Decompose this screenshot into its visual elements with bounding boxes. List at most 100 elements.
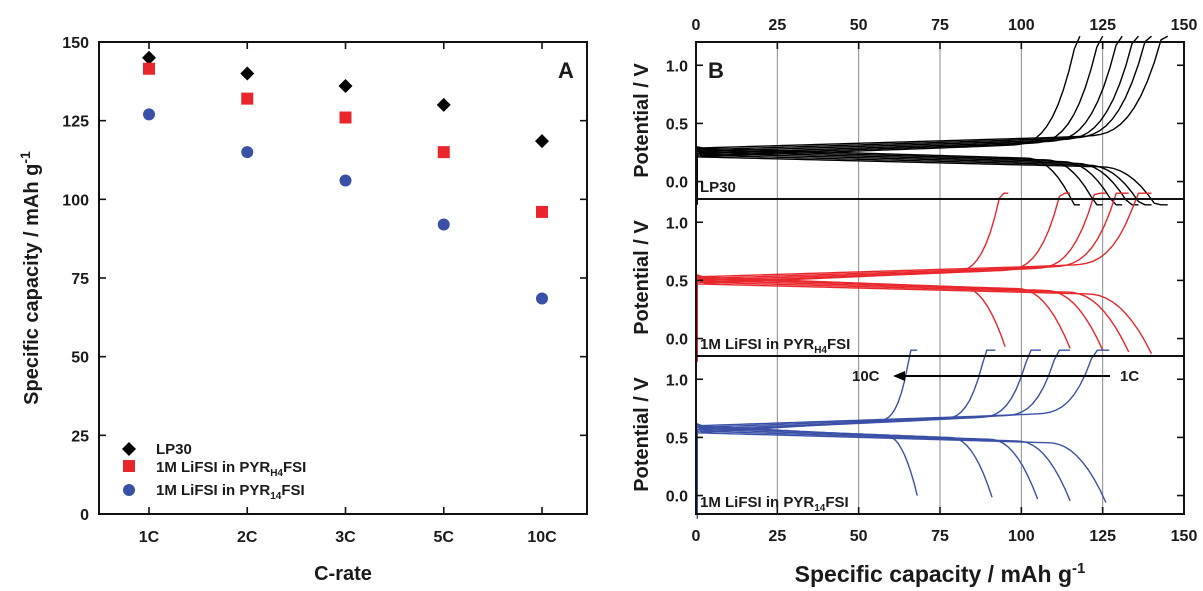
panel-a-y-tick-label: 75	[71, 271, 89, 288]
subpanel-curves-3	[695, 349, 1110, 519]
discharge-curve-3	[695, 428, 1039, 500]
panel-b-x-tick-label-top: 0	[692, 17, 701, 34]
legend-label-pyr14: 1M LiFSI in PYR14FSI	[156, 482, 305, 502]
panel-b-x-tick-label-top: 125	[1089, 17, 1116, 34]
legend-marker-lp30	[122, 442, 136, 456]
discharge-curve-2	[695, 281, 1130, 353]
data-point-series-1	[338, 79, 353, 94]
rate-arrow-label-10c: 10C	[852, 368, 880, 385]
panel-b-x-tick-label: 50	[850, 528, 868, 545]
panel-b-y-tick-label: 0.0	[666, 489, 688, 506]
charge-curve-1	[695, 35, 1104, 156]
discharge-curve-3	[695, 430, 1071, 502]
panel-a-x-tick-label: 3C	[335, 529, 356, 546]
data-point-series-2	[241, 92, 254, 105]
panel-a-legend: LP30 1M LiFSI in PYRH4FSI 1M LiFSI in PY…	[122, 441, 306, 502]
panel-b-y-tick-label: 1.0	[666, 372, 688, 389]
data-point-series-3	[143, 108, 155, 121]
panel-b-x-tick-label-top: 100	[1008, 17, 1035, 34]
rate-arrow-label-1c: 1C	[1120, 368, 1139, 385]
panel-b-y-tick-label: 0.5	[666, 273, 688, 290]
panel-a-y-tick-label: 100	[62, 192, 89, 209]
panel-a-letter: A	[558, 58, 574, 83]
panel-b-y-tick-label: 0.0	[666, 175, 688, 192]
charge-curve-2	[695, 192, 1129, 280]
panel-a-data-points	[142, 50, 549, 305]
charge-curve-1	[695, 35, 1140, 153]
data-point-series-1	[436, 97, 451, 112]
panel-a-y-tick-label: 25	[71, 428, 89, 445]
legend-marker-pyrh4	[123, 460, 135, 472]
subpanel-label-lp30: LP30	[700, 179, 736, 196]
panel-b-x-tick-label: 150	[1171, 528, 1198, 545]
panel-b-frame	[695, 41, 1185, 515]
data-point-series-2	[143, 62, 155, 75]
data-point-series-1	[142, 50, 156, 65]
charge-curve-2	[695, 192, 1106, 281]
charge-curve-1	[695, 35, 1123, 154]
discharge-curve-2	[695, 279, 1104, 351]
panel-a-x-tick-label: 1C	[139, 529, 160, 546]
panel-a-chart: 0 25 50 75 100 125 150 1C 2C 3C 5C 10C A C-rate Spe…	[17, 35, 588, 585]
rate-arrow: 10C 1C	[852, 368, 1139, 385]
subpanel-label-pyr14: 1M LiFSI in PYR14FSI	[700, 494, 849, 514]
legend-marker-pyr14	[123, 484, 135, 496]
panel-b-y-tick-label: 0.0	[666, 332, 688, 349]
charge-curve-3	[695, 349, 1071, 429]
legend-label-pyrh4: 1M LiFSI in PYRH4FSI	[156, 459, 306, 479]
discharge-curve-3	[695, 432, 1107, 503]
panel-a-y-tick-label: 150	[62, 35, 89, 52]
panel-b-chart: 0 0 25 25 50 50 75 75 100 100 125 125 150 150 0.0 0.5 1.…	[631, 17, 1197, 587]
panel-a-frame	[98, 41, 588, 515]
data-point-series-2	[339, 111, 352, 124]
charge-curve-3	[695, 349, 1041, 430]
panel-b-y-tick-label: 1.0	[666, 58, 688, 75]
discharge-curve-1	[695, 154, 1152, 206]
panel-a-y-tick-label: 0	[80, 507, 89, 524]
discharge-curve-1	[695, 150, 1123, 206]
data-point-series-1	[240, 66, 255, 81]
panel-a-x-tick-label: 5C	[434, 529, 455, 546]
panel-b-y-tick-label: 1.0	[666, 215, 688, 232]
panel-b-curves	[695, 35, 1169, 519]
data-point-series-2	[536, 205, 548, 218]
panel-b-y-tick-label: 0.5	[666, 430, 688, 447]
discharge-curve-1	[695, 147, 1080, 206]
panel-b-y-axis-title: Potential / V	[631, 220, 653, 335]
panel-b-x-axis-title: Specific capacity / mAh g-1	[795, 560, 1086, 587]
panel-a-y-tick-label: 125	[62, 114, 89, 131]
panel-b-x-tick-label-top: 50	[850, 17, 868, 34]
panel-a-y-axis-title-superscript: -1	[17, 151, 33, 164]
charge-curve-2	[695, 192, 1152, 278]
discharge-curve-1	[695, 156, 1168, 206]
data-point-series-3	[339, 174, 352, 187]
subpanel-curves-2	[695, 192, 1153, 362]
panel-b-y-tick-label: 0.5	[666, 116, 688, 133]
charge-curve-1	[695, 35, 1152, 151]
charge-curve-3	[695, 349, 1110, 427]
panel-b-x-tick-label: 25	[768, 528, 786, 545]
panel-b-x-tick-label-top: 150	[1171, 17, 1198, 34]
panel-b-x-tick-label-top: 25	[768, 17, 786, 34]
discharge-curve-1	[695, 149, 1103, 206]
panel-a-x-tick-label: 2C	[237, 529, 258, 546]
panel-b-y-axis-title: Potential / V	[631, 63, 653, 178]
data-point-series-2	[437, 146, 450, 159]
subpanel-curves-1	[695, 35, 1169, 206]
panel-b-x-tick-label: 75	[931, 528, 949, 545]
data-point-series-3	[536, 292, 548, 305]
legend-label-lp30: LP30	[156, 441, 192, 458]
discharge-curve-1	[695, 152, 1139, 206]
panel-b-axes: 0 0 25 25 50 50 75 75 100 100 125 125 150 150 0.0 0.5 1.…	[631, 17, 1197, 545]
panel-b-x-tick-label: 0	[692, 528, 701, 545]
panel-a-y-axis-title: Specific capacity / mAh g-1	[17, 151, 43, 405]
rate-arrow-head	[893, 371, 905, 381]
data-point-series-3	[241, 146, 254, 159]
data-point-series-3	[437, 218, 450, 231]
data-point-series-1	[535, 134, 549, 149]
charge-curve-1	[695, 35, 1169, 149]
panel-b-x-tick-label: 100	[1008, 528, 1035, 545]
subpanel-label-pyrh4: 1M LiFSI in PYRH4FSI	[700, 336, 850, 356]
discharge-curve-2	[695, 283, 1153, 355]
